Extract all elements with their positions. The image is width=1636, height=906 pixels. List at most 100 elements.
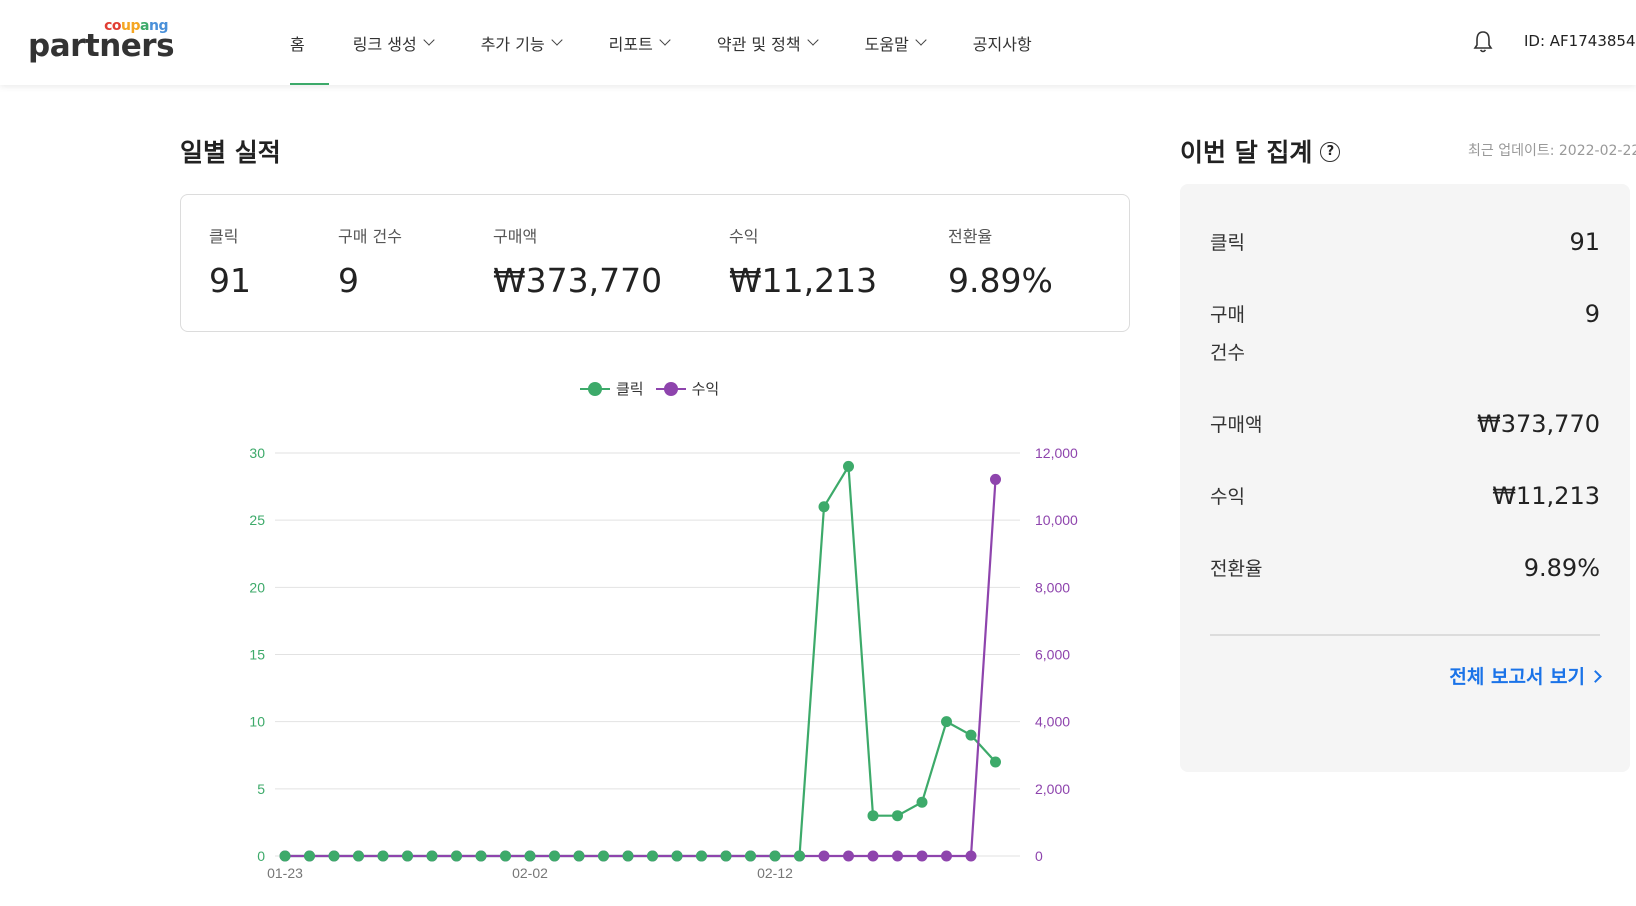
y-right-tick-label: 4,000 [1035,714,1070,730]
logo-letter: c [104,18,112,34]
stat-label: 구매액 [493,227,538,246]
data-point [647,850,658,862]
y-left-tick-label: 30 [249,445,265,461]
data-point [451,850,462,862]
legend-marker-icon [655,381,686,396]
stat-clicks: 클릭 91 [209,223,251,300]
data-point [892,850,903,862]
question-circle-icon[interactable]: ? [1320,142,1341,162]
stat-value: ₩11,213 [729,261,878,300]
full-report-link-label: 전체 보고서 보기 [1449,666,1585,688]
data-point [720,850,732,862]
top-header: coupang partners 홈 링크 생성 추가 기능 리포트 약관 및 정책 도움… [0,0,1636,85]
legend-label: 수익 [691,380,720,398]
data-point [402,850,413,862]
data-point [524,850,536,862]
summary-value: 9.89% [1523,554,1600,582]
data-point [867,810,879,822]
data-point [818,850,830,862]
y-left-tick-label: 25 [249,512,265,528]
stat-value: ₩373,770 [493,261,663,300]
monthly-summary-panel: 클릭 91 구매 건수 9 구매액 ₩373,770 수익 ₩11,213 전환… [1180,184,1630,772]
nav-home[interactable]: 홈 [290,0,329,85]
data-point [475,850,487,862]
nav-extra-features[interactable]: 추가 기능 [457,0,585,85]
summary-row-revenue: 수익 ₩11,213 [1210,478,1600,518]
user-id[interactable]: ID: AF1743854 [1524,32,1636,50]
full-report-link[interactable]: 전체 보고서 보기 [1449,662,1602,689]
chevron-down-icon [915,34,927,46]
stat-label: 수익 [729,227,759,246]
summary-label: 구매액 [1210,414,1263,436]
daily-stats-box: 클릭 91 구매 건수 9 구매액 ₩373,770 수익 ₩11,213 전환… [180,194,1130,332]
nav-report[interactable]: 리포트 [585,0,693,85]
y-right-tick-label: 8,000 [1035,579,1070,595]
chevron-down-icon [659,34,671,46]
data-point [279,850,291,862]
legend-item[interactable]: 클릭 [580,378,644,399]
nav-label: 링크 생성 [352,34,417,54]
nav-link-create[interactable]: 링크 생성 [329,0,457,85]
nav-help[interactable]: 도움말 [841,0,949,85]
nav-label: 약관 및 정책 [716,34,801,54]
stat-label: 클릭 [209,227,239,246]
chart-canvas: 0 0 5 2,000 10 4,000 15 6,000 20 8,000 25 10,000 30 1… [249,445,1078,881]
data-point [353,850,364,862]
data-point [794,850,805,862]
data-point [843,460,854,472]
data-point [328,850,340,862]
legend-marker-icon [580,381,610,396]
data-point [941,716,952,728]
data-point [573,850,585,862]
data-point [500,850,511,862]
data-point [990,473,1001,485]
y-right-tick-label: 2,000 [1035,781,1070,797]
logo-letter: a [140,18,149,34]
summary-row-purchase-amount: 구매액 ₩373,770 [1210,406,1600,446]
summary-label: 클릭 [1210,232,1245,254]
nav-label: 리포트 [608,34,653,54]
data-point [965,729,977,741]
x-tick-label: 02-02 [512,865,548,881]
y-right-tick-label: 10,000 [1035,512,1078,528]
logo-letter: g [158,18,168,34]
y-left-tick-label: 10 [249,714,265,730]
stat-value: 9.89% [948,261,1053,300]
y-left-tick-label: 15 [249,647,265,663]
chevron-down-icon [423,34,435,46]
y-right-tick-label: 6,000 [1035,647,1070,663]
bell-icon[interactable] [1472,30,1494,54]
y-right-tick-label: 0 [1035,848,1043,864]
coupang-partners-logo[interactable]: coupang partners [28,18,175,68]
nav-label: 홈 [290,34,305,54]
stat-revenue: 수익 ₩11,213 [729,223,877,300]
y-left-tick-label: 5 [257,781,265,797]
x-tick-label: 01-23 [267,865,303,881]
data-point [426,850,438,862]
data-point [990,756,1001,768]
nav-notice[interactable]: 공지사항 [949,0,1056,85]
nav-terms-policy[interactable]: 약관 및 정책 [693,0,841,85]
legend-label: 클릭 [616,380,644,398]
data-point [671,850,683,862]
last-updated: 최근 업데이트: 2022-02-22 [1468,143,1636,159]
stat-label: 전환율 [948,227,993,246]
chart-legend: 클릭 수익 [580,378,731,399]
series-line [285,462,997,858]
series-line [285,479,997,858]
stat-conversion-rate: 전환율 9.89% [948,223,1053,300]
data-point [867,850,879,862]
data-point [622,850,634,862]
stat-orders: 구매 건수 9 [338,223,402,300]
daily-title: 일별 실적 [180,138,281,167]
nav-label: 추가 기능 [480,34,545,54]
data-point [818,501,830,513]
logo-coupang-text: coupang [104,18,168,34]
monthly-title: 이번 달 집계? [1180,133,1341,169]
legend-item[interactable]: 수익 [655,378,720,399]
data-point [916,850,928,862]
summary-label: 수익 [1210,486,1245,508]
data-point [745,850,756,862]
data-point [549,850,560,862]
summary-value: 9 [1584,300,1600,328]
